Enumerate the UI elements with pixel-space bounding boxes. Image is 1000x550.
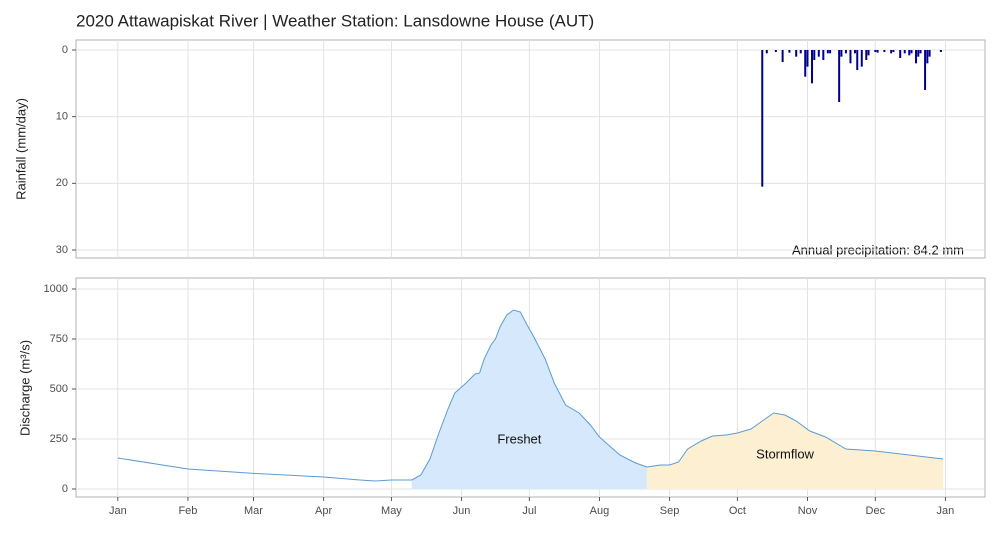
bar [867,50,870,56]
x-tick-label: Oct [729,505,746,517]
x-tick-label: Aug [590,505,610,517]
region-label: Freshet [497,431,541,446]
bar [849,50,852,64]
bar [915,50,918,64]
y-tick-label: 30 [56,244,68,256]
bar [856,50,859,70]
x-tick-label: Jun [453,505,471,517]
x-tick-label: Jan [937,505,955,517]
bar [928,50,931,57]
bar [874,50,877,52]
x-tick-label: Jan [109,505,127,517]
bar [788,50,791,53]
bar [826,50,829,54]
y-axis-label: Rainfall (mm/day) [13,98,28,200]
bar [813,50,816,60]
y-tick-label: 1000 [44,283,68,295]
bar [899,50,902,58]
y-tick-label: 0 [62,44,68,56]
bar [822,50,825,60]
bar [919,50,922,54]
x-tick-label: Apr [315,505,332,517]
bar [892,50,895,52]
bar [806,50,809,67]
bar [844,50,847,54]
bar [917,50,920,57]
x-tick-label: Feb [178,505,197,517]
region-label: Stormflow [756,446,814,461]
bar [903,50,906,54]
y-tick-label: 20 [56,177,68,189]
bar [829,50,832,54]
bar [890,50,893,54]
bar [860,50,863,67]
bar [926,50,929,64]
region-area [646,413,944,489]
y-tick-label: 750 [50,333,68,345]
bar [883,50,886,52]
x-tick-label: Nov [798,505,818,517]
y-axis-label: Discharge (m³/s) [17,340,32,436]
x-tick-label: Mar [244,505,263,517]
y-tick-label: 10 [56,111,68,123]
bar [910,50,913,54]
y-tick-label: 0 [62,483,68,495]
bar [761,50,764,187]
bar [924,50,927,90]
x-tick-label: Jul [522,505,536,517]
bar [811,50,814,84]
bar [781,50,784,62]
x-tick-label: May [381,505,402,517]
panel-border [75,39,986,259]
bar [817,50,820,57]
bar [865,50,868,60]
bar [908,50,911,56]
panel-border [75,277,986,498]
region-area [411,310,647,489]
bar [939,50,942,52]
y-tick-label: 250 [50,433,68,445]
bar [876,50,879,53]
bar [795,50,798,57]
bar [765,50,768,54]
discharge-line [117,309,944,482]
y-tick-label: 500 [50,383,68,395]
chart-title: 2020 Attawapiskat River | Weather Statio… [76,11,594,30]
bar [799,50,802,54]
bar [840,50,843,57]
x-tick-label: Dec [866,505,886,517]
bar [853,50,856,54]
bar [804,50,807,77]
bar [774,50,777,52]
bar [838,50,841,102]
x-tick-label: Sep [660,505,680,517]
